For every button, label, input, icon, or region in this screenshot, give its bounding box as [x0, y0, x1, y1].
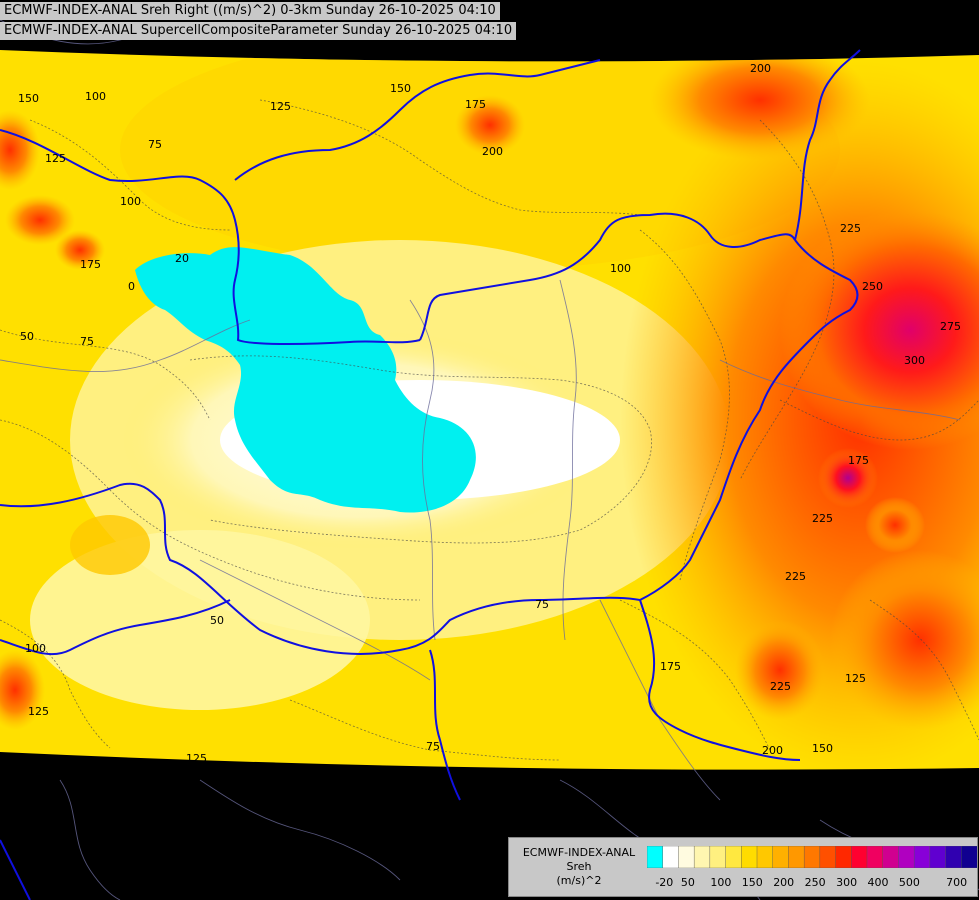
contour-label: 100: [85, 90, 106, 103]
legend-ticks: -20 50 100 150 200 250 300 400 500 700: [647, 876, 977, 892]
field-spot-4: [455, 95, 525, 155]
legend-swatch: [819, 846, 836, 868]
contour-label: 75: [148, 138, 162, 151]
field-spot-2: [865, 497, 925, 553]
legend-swatch: [756, 846, 774, 868]
contour-label: 100: [610, 262, 631, 275]
field-ne-orange: [650, 50, 870, 160]
contour-label: 125: [270, 100, 291, 113]
field-spot-9: [70, 515, 150, 575]
contour-label-group: 150 100 125 175 200 75 20 0 50 75 100 12…: [18, 62, 961, 765]
contour-label: 125: [28, 705, 49, 718]
contour-label: 200: [482, 145, 503, 158]
contour-label: 150: [812, 742, 833, 755]
legend-swatch: [913, 846, 931, 868]
legend-swatch: [835, 846, 852, 868]
contour-label: 0: [128, 280, 135, 293]
legend-swatch: [709, 846, 726, 868]
contour-label: 100: [120, 195, 141, 208]
field-east-red-2: [830, 550, 979, 730]
field-east-red: [780, 210, 979, 450]
contour-label: 50: [20, 330, 34, 343]
legend-tick-label: 300: [836, 876, 858, 889]
contour-label: 225: [785, 570, 806, 583]
contour-label: 275: [940, 320, 961, 333]
field-spot-1: [818, 448, 878, 508]
legend-title: ECMWF-INDEX-ANAL Sreh (m/s)^2: [513, 846, 645, 888]
legend-tick-label: 50: [680, 876, 695, 889]
contour-label: 125: [45, 152, 66, 165]
legend-swatch: [851, 846, 868, 868]
legend-tick-label: 200: [773, 876, 795, 889]
legend-swatch: [945, 846, 962, 868]
field-spot-6: [55, 230, 105, 270]
legend-swatch: [647, 846, 664, 868]
legend-swatch: [741, 846, 758, 868]
legend-tick-label: -20: [655, 876, 674, 889]
field-spot-7: [0, 110, 40, 190]
legend-tick-label: 400: [867, 876, 889, 889]
contour-label: 100: [25, 642, 46, 655]
contour-label: 125: [186, 752, 207, 765]
legend-tick-label: 700: [946, 876, 968, 889]
contour-label: 175: [660, 660, 681, 673]
field-white-patch: [480, 398, 562, 447]
legend-swatch: [693, 846, 711, 868]
legend-swatch: [662, 846, 679, 868]
contour-label: 75: [535, 598, 549, 611]
legend-swatch: [803, 846, 821, 868]
header-line-1: ECMWF-INDEX-ANAL Sreh Right ((m/s)^2) 0-…: [0, 2, 500, 20]
legend-swatch: [772, 846, 789, 868]
contour-label: 75: [426, 740, 440, 753]
legend-swatches: [647, 846, 977, 868]
legend-tick-label: 100: [710, 876, 732, 889]
contour-lines: [0, 99, 979, 761]
contour-label: 125: [845, 672, 866, 685]
legend-swatch: [678, 846, 695, 868]
field-spot-3: [735, 620, 825, 720]
legend-swatch: [898, 846, 915, 868]
legend-swatch: [882, 846, 899, 868]
contour-label: 200: [750, 62, 771, 75]
header-line-2: ECMWF-INDEX-ANAL SupercellCompositeParam…: [0, 22, 517, 40]
legend-swatch: [866, 846, 884, 868]
contour-label: 225: [770, 680, 791, 693]
legend-tick-label: 250: [804, 876, 826, 889]
legend-title-line-2: Sreh: [566, 860, 592, 873]
legend-swatch: [929, 846, 946, 868]
field-spot-8: [0, 650, 45, 730]
legend-tick-label: 500: [898, 876, 920, 889]
legend-swatch: [788, 846, 805, 868]
legend-tick-label: 150: [741, 876, 763, 889]
field-spot-5: [5, 195, 75, 245]
contour-label: 175: [848, 454, 869, 467]
contour-label: 20: [175, 252, 189, 265]
contour-label: 50: [210, 614, 224, 627]
legend-swatch: [725, 846, 742, 868]
country-borders: [0, 49, 861, 900]
field-pale-southwest: [30, 530, 370, 710]
legend-title-line-1: ECMWF-INDEX-ANAL: [522, 846, 636, 859]
contour-label: 200: [762, 744, 783, 757]
contour-label: 75: [80, 335, 94, 348]
legend-title-line-3: (m/s)^2: [556, 874, 602, 887]
contour-label: 225: [840, 222, 861, 235]
contour-label: 150: [390, 82, 411, 95]
contour-label: 225: [812, 512, 833, 525]
contour-label: 300: [904, 354, 925, 367]
contour-label: 175: [80, 258, 101, 271]
field-cyan-region: [135, 247, 476, 513]
contour-label: 175: [465, 98, 486, 111]
color-legend: ECMWF-INDEX-ANAL Sreh (m/s)^2 -20 50 100 15…: [508, 837, 978, 897]
legend-swatch: [961, 846, 977, 868]
contour-label: 250: [862, 280, 883, 293]
contour-label: 150: [18, 92, 39, 105]
